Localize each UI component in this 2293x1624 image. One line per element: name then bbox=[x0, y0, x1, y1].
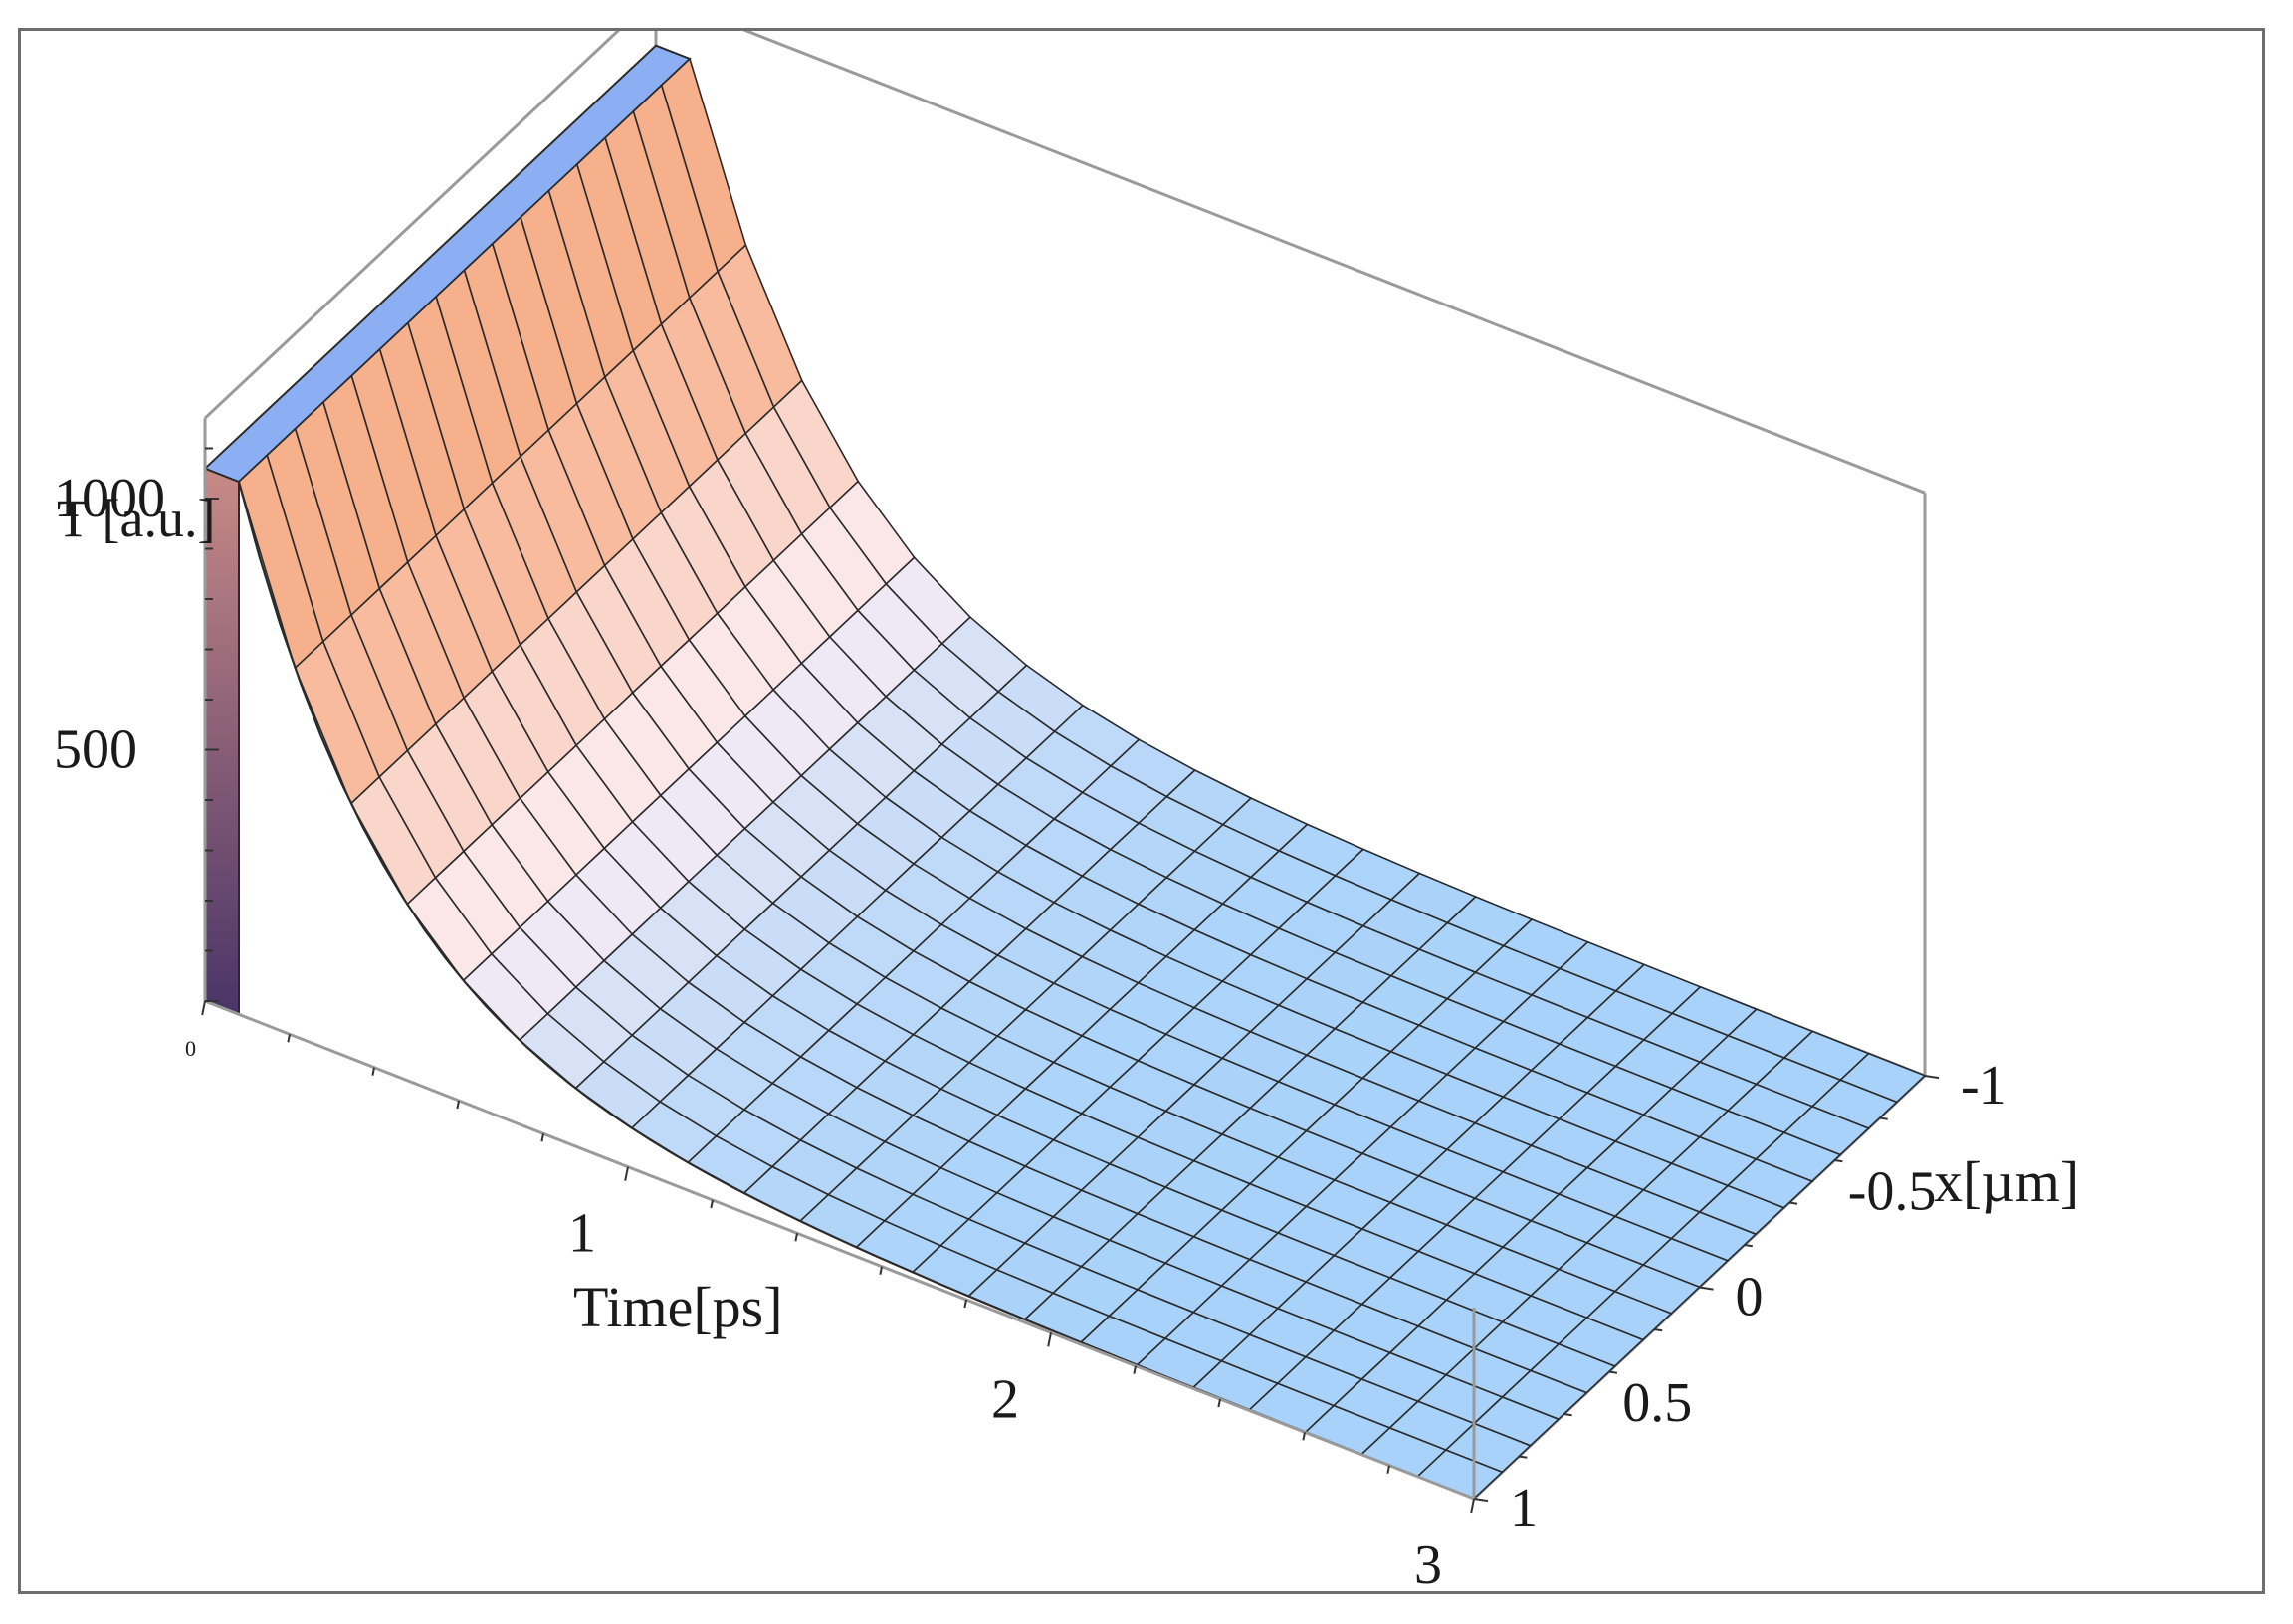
z-axis-label: T [a.u.] bbox=[57, 489, 215, 548]
axis-tick-labels: 500 1000 0 1 2 3 -1 -0.5 0 0.5 1 bbox=[54, 468, 2007, 1591]
time-tick bbox=[1470, 1498, 1475, 1514]
figure-frame: 500 1000 0 1 2 3 -1 -0.5 0 0.5 1 T [a.u.] Time[ps]… bbox=[18, 28, 2265, 1594]
time-tick-label: 2 bbox=[991, 1368, 1019, 1430]
time-tick-label: 1 bbox=[568, 1203, 596, 1265]
x-tick bbox=[1608, 1370, 1618, 1374]
bounding-box-front bbox=[203, 31, 1476, 1501]
time-tick bbox=[1386, 1465, 1390, 1474]
time-tick-label: 3 bbox=[1414, 1534, 1442, 1591]
time-tick bbox=[1133, 1365, 1137, 1374]
time-tick-label: 0 bbox=[185, 1036, 196, 1061]
x-tick bbox=[1924, 1075, 1940, 1080]
box-edge-top-left bbox=[203, 31, 621, 420]
time-tick bbox=[201, 1000, 206, 1016]
z-tick-label: 500 bbox=[54, 719, 137, 781]
pulse-front-face bbox=[204, 467, 240, 1016]
time-tick bbox=[540, 1133, 544, 1142]
x-tick-label: 1 bbox=[1510, 1478, 1538, 1539]
x-tick bbox=[1788, 1201, 1798, 1205]
x-tick-label: -1 bbox=[1961, 1055, 2007, 1116]
x-axis-label: x[µm] bbox=[1934, 1149, 2079, 1214]
time-tick bbox=[1217, 1398, 1221, 1408]
x-tick bbox=[1879, 1116, 1888, 1120]
x-tick bbox=[1744, 1244, 1753, 1248]
surface-mesh bbox=[203, 44, 1927, 1500]
time-tick bbox=[794, 1233, 798, 1242]
x-tick bbox=[1563, 1413, 1572, 1417]
time-tick bbox=[287, 1034, 291, 1043]
time-tick bbox=[1047, 1332, 1052, 1347]
x-tick-label: 0 bbox=[1736, 1267, 1764, 1328]
surface-plot: 500 1000 0 1 2 3 -1 -0.5 0 0.5 1 T [a.u.] Time[ps]… bbox=[54, 31, 2079, 1591]
x-tick-label: 0.5 bbox=[1622, 1372, 1692, 1434]
time-tick bbox=[371, 1067, 375, 1076]
x-tick bbox=[1519, 1455, 1528, 1459]
x-tick bbox=[1699, 1286, 1714, 1291]
x-tick bbox=[1473, 1498, 1489, 1503]
x-tick-label: -0.5 bbox=[1848, 1160, 1937, 1222]
z-tick-label: 1000 bbox=[54, 468, 165, 529]
axis-ticks bbox=[201, 447, 1940, 1514]
x-tick bbox=[1834, 1159, 1843, 1163]
time-tick bbox=[879, 1266, 883, 1275]
time-tick bbox=[710, 1199, 714, 1209]
time-axis-label: Time[ps] bbox=[573, 1275, 783, 1339]
x-tick bbox=[1654, 1328, 1663, 1332]
box-edge-front-floor bbox=[204, 999, 1475, 1501]
time-tick bbox=[624, 1166, 629, 1181]
time-tick bbox=[456, 1100, 460, 1110]
time-tick bbox=[963, 1299, 967, 1309]
box-edge-back-top bbox=[742, 31, 1926, 495]
time-tick bbox=[1302, 1432, 1306, 1441]
